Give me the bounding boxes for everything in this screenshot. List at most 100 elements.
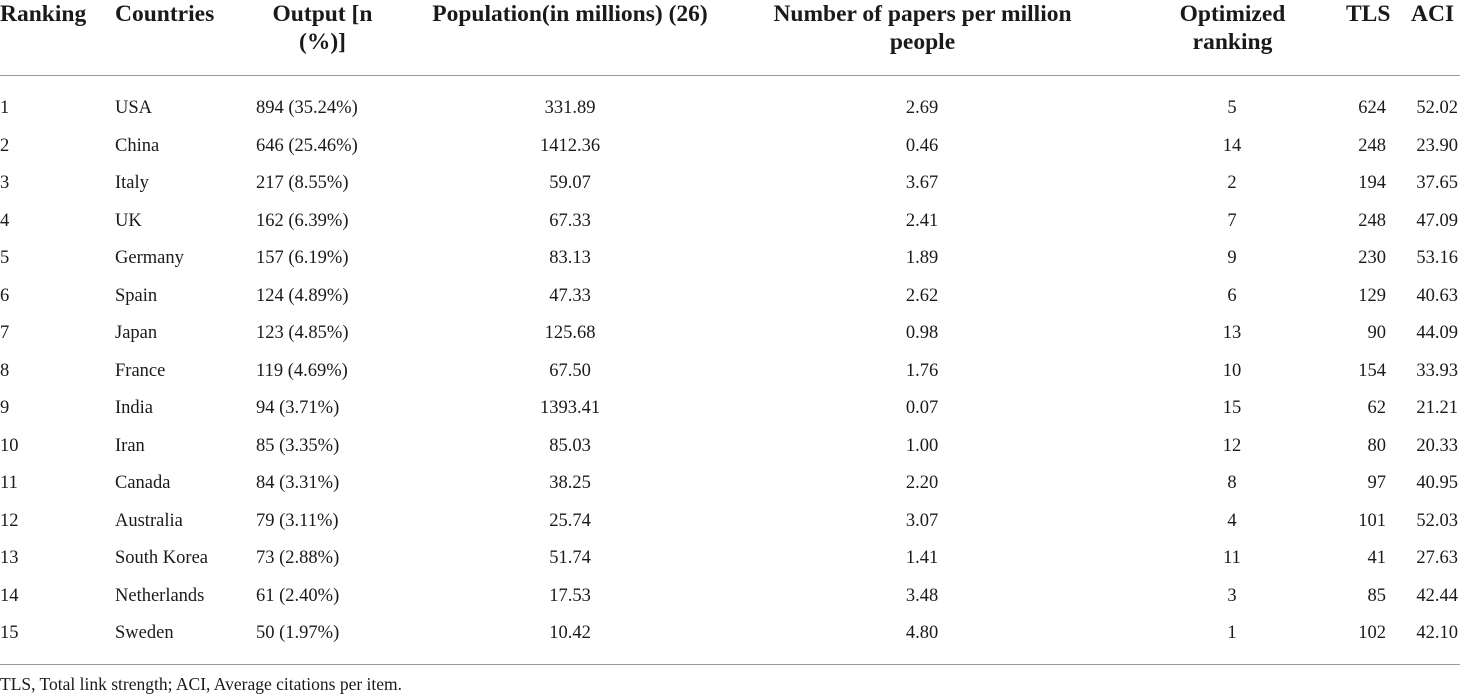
- cell-country: France: [115, 360, 166, 381]
- cell-papers-per-million: 3.67: [905, 173, 939, 193]
- cell-aci: 40.63: [1416, 285, 1458, 306]
- table-row: 2 China 646 (25.46%) 1412.36 0.46 14 248 23.90: [0, 128, 1460, 165]
- cell-optimized-ranking: 5: [1227, 98, 1237, 118]
- cell-country: Sweden: [115, 623, 174, 643]
- cell-papers-per-million: 2.20: [905, 473, 939, 493]
- cell-optimized-ranking: 9: [1227, 248, 1237, 268]
- cell-population: 1393.41: [539, 398, 601, 418]
- cell-optimized-ranking: 4: [1227, 510, 1237, 531]
- cell-aci: 37.65: [1416, 173, 1458, 193]
- table-row: 15 Sweden 50 (1.97%) 10.42 4.80 1 102 42.10: [0, 615, 1460, 652]
- cell-population: 17.53: [549, 585, 591, 606]
- cell-country: UK: [115, 210, 142, 231]
- cell-tls: 80: [1367, 435, 1387, 456]
- cell-country: Canada: [115, 473, 171, 493]
- cell-tls: 248: [1358, 135, 1386, 156]
- cell-optimized-ranking: 7: [1227, 210, 1237, 231]
- cell-aci: 42.44: [1416, 585, 1458, 606]
- cell-aci: 20.33: [1416, 435, 1458, 456]
- cell-ranking: 3: [0, 173, 10, 193]
- table-row: 6 Spain 124 (4.89%) 47.33 2.62 6 129 40.63: [0, 278, 1460, 315]
- table-row: 14 Netherlands 61 (2.40%) 17.53 3.48 3 85 42.44: [0, 578, 1460, 615]
- cell-tls: 230: [1358, 248, 1386, 268]
- cell-optimized-ranking: 6: [1227, 285, 1237, 306]
- cell-aci: 27.63: [1416, 548, 1458, 568]
- cell-output: 61 (2.40%): [256, 585, 340, 606]
- header-population: Population(in millions) (26): [432, 1, 708, 27]
- cell-tls: 97: [1367, 473, 1387, 493]
- cell-tls: 90: [1367, 323, 1387, 343]
- cell-papers-per-million: 1.00: [905, 435, 939, 456]
- cell-papers-per-million: 0.98: [905, 323, 939, 343]
- cell-population: 10.42: [549, 623, 591, 643]
- cell-output: 894 (35.24%): [256, 98, 358, 118]
- cell-papers-per-million: 0.46: [905, 135, 939, 156]
- cell-ranking: 13: [0, 548, 19, 568]
- header-optimized-ranking: Optimized ranking: [1179, 1, 1286, 55]
- cell-aci: 52.03: [1416, 510, 1458, 531]
- cell-optimized-ranking: 3: [1227, 585, 1237, 606]
- cell-output: 119 (4.69%): [256, 360, 348, 381]
- cell-country: Spain: [115, 285, 158, 306]
- cell-ranking: 15: [0, 623, 19, 643]
- cell-aci: 52.02: [1416, 98, 1458, 118]
- cell-optimized-ranking: 1: [1227, 623, 1237, 643]
- cell-population: 47.33: [549, 285, 591, 306]
- cell-optimized-ranking: 13: [1222, 323, 1242, 343]
- cell-country: Germany: [115, 248, 184, 268]
- cell-optimized-ranking: 12: [1222, 435, 1242, 456]
- cell-ranking: 10: [0, 435, 19, 456]
- cell-ranking: 4: [0, 210, 10, 231]
- header-aci: ACI: [1411, 1, 1455, 27]
- table-row: 5 Germany 157 (6.19%) 83.13 1.89 9 230 53.16: [0, 240, 1460, 277]
- cell-ranking: 8: [0, 360, 10, 381]
- cell-output: 162 (6.39%): [256, 210, 349, 231]
- cell-country: India: [115, 398, 154, 418]
- cell-papers-per-million: 2.62: [905, 285, 939, 306]
- cell-aci: 33.93: [1416, 360, 1458, 381]
- cell-country: Japan: [115, 323, 158, 343]
- table-top-rule: [0, 75, 1460, 76]
- table-row: 1 USA 894 (35.24%) 331.89 2.69 5 624 52.02: [0, 90, 1460, 127]
- cell-ranking: 1: [0, 98, 10, 118]
- cell-aci: 42.10: [1416, 623, 1458, 643]
- cell-ranking: 5: [0, 248, 10, 268]
- cell-papers-per-million: 2.69: [905, 98, 939, 118]
- cell-output: 217 (8.55%): [256, 173, 349, 193]
- table-footnote: TLS, Total link strength; ACI, Average c…: [0, 674, 403, 694]
- cell-population: 67.50: [549, 360, 591, 381]
- table-row: 10 Iran 85 (3.35%) 85.03 1.00 12 80 20.33: [0, 428, 1460, 465]
- cell-country: USA: [115, 98, 153, 118]
- header-output: Output [n (%)]: [272, 1, 373, 55]
- cell-aci: 21.21: [1416, 398, 1458, 418]
- cell-country: South Korea: [115, 548, 208, 568]
- cell-country: Italy: [115, 173, 149, 193]
- cell-optimized-ranking: 15: [1222, 398, 1242, 418]
- table-row: 4 UK 162 (6.39%) 67.33 2.41 7 248 47.09: [0, 203, 1460, 240]
- cell-tls: 85: [1367, 585, 1387, 606]
- cell-ranking: 2: [0, 135, 10, 156]
- cell-papers-per-million: 0.07: [905, 398, 939, 418]
- table-row: 12 Australia 79 (3.11%) 25.74 3.07 4 101 52.03: [0, 503, 1460, 540]
- cell-ranking: 9: [0, 398, 10, 418]
- cell-tls: 248: [1358, 210, 1386, 231]
- cell-tls: 41: [1367, 548, 1387, 568]
- cell-population: 25.74: [549, 510, 591, 531]
- cell-ranking: 7: [0, 323, 10, 343]
- cell-country: Australia: [115, 510, 183, 531]
- table-bottom-rule: [0, 664, 1460, 665]
- cell-output: 84 (3.31%): [256, 473, 340, 493]
- cell-output: 646 (25.46%): [256, 135, 358, 156]
- cell-country: Netherlands: [115, 585, 205, 606]
- cell-aci: 53.16: [1416, 248, 1458, 268]
- cell-output: 85 (3.35%): [256, 435, 340, 456]
- cell-country: Iran: [115, 435, 145, 456]
- header-tls: TLS: [1346, 1, 1391, 27]
- cell-tls: 194: [1358, 173, 1386, 193]
- cell-papers-per-million: 3.48: [905, 585, 939, 606]
- cell-tls: 154: [1358, 360, 1386, 381]
- cell-ranking: 12: [0, 510, 19, 531]
- cell-tls: 129: [1358, 285, 1386, 306]
- cell-output: 50 (1.97%): [256, 623, 340, 643]
- cell-papers-per-million: 1.41: [905, 548, 939, 568]
